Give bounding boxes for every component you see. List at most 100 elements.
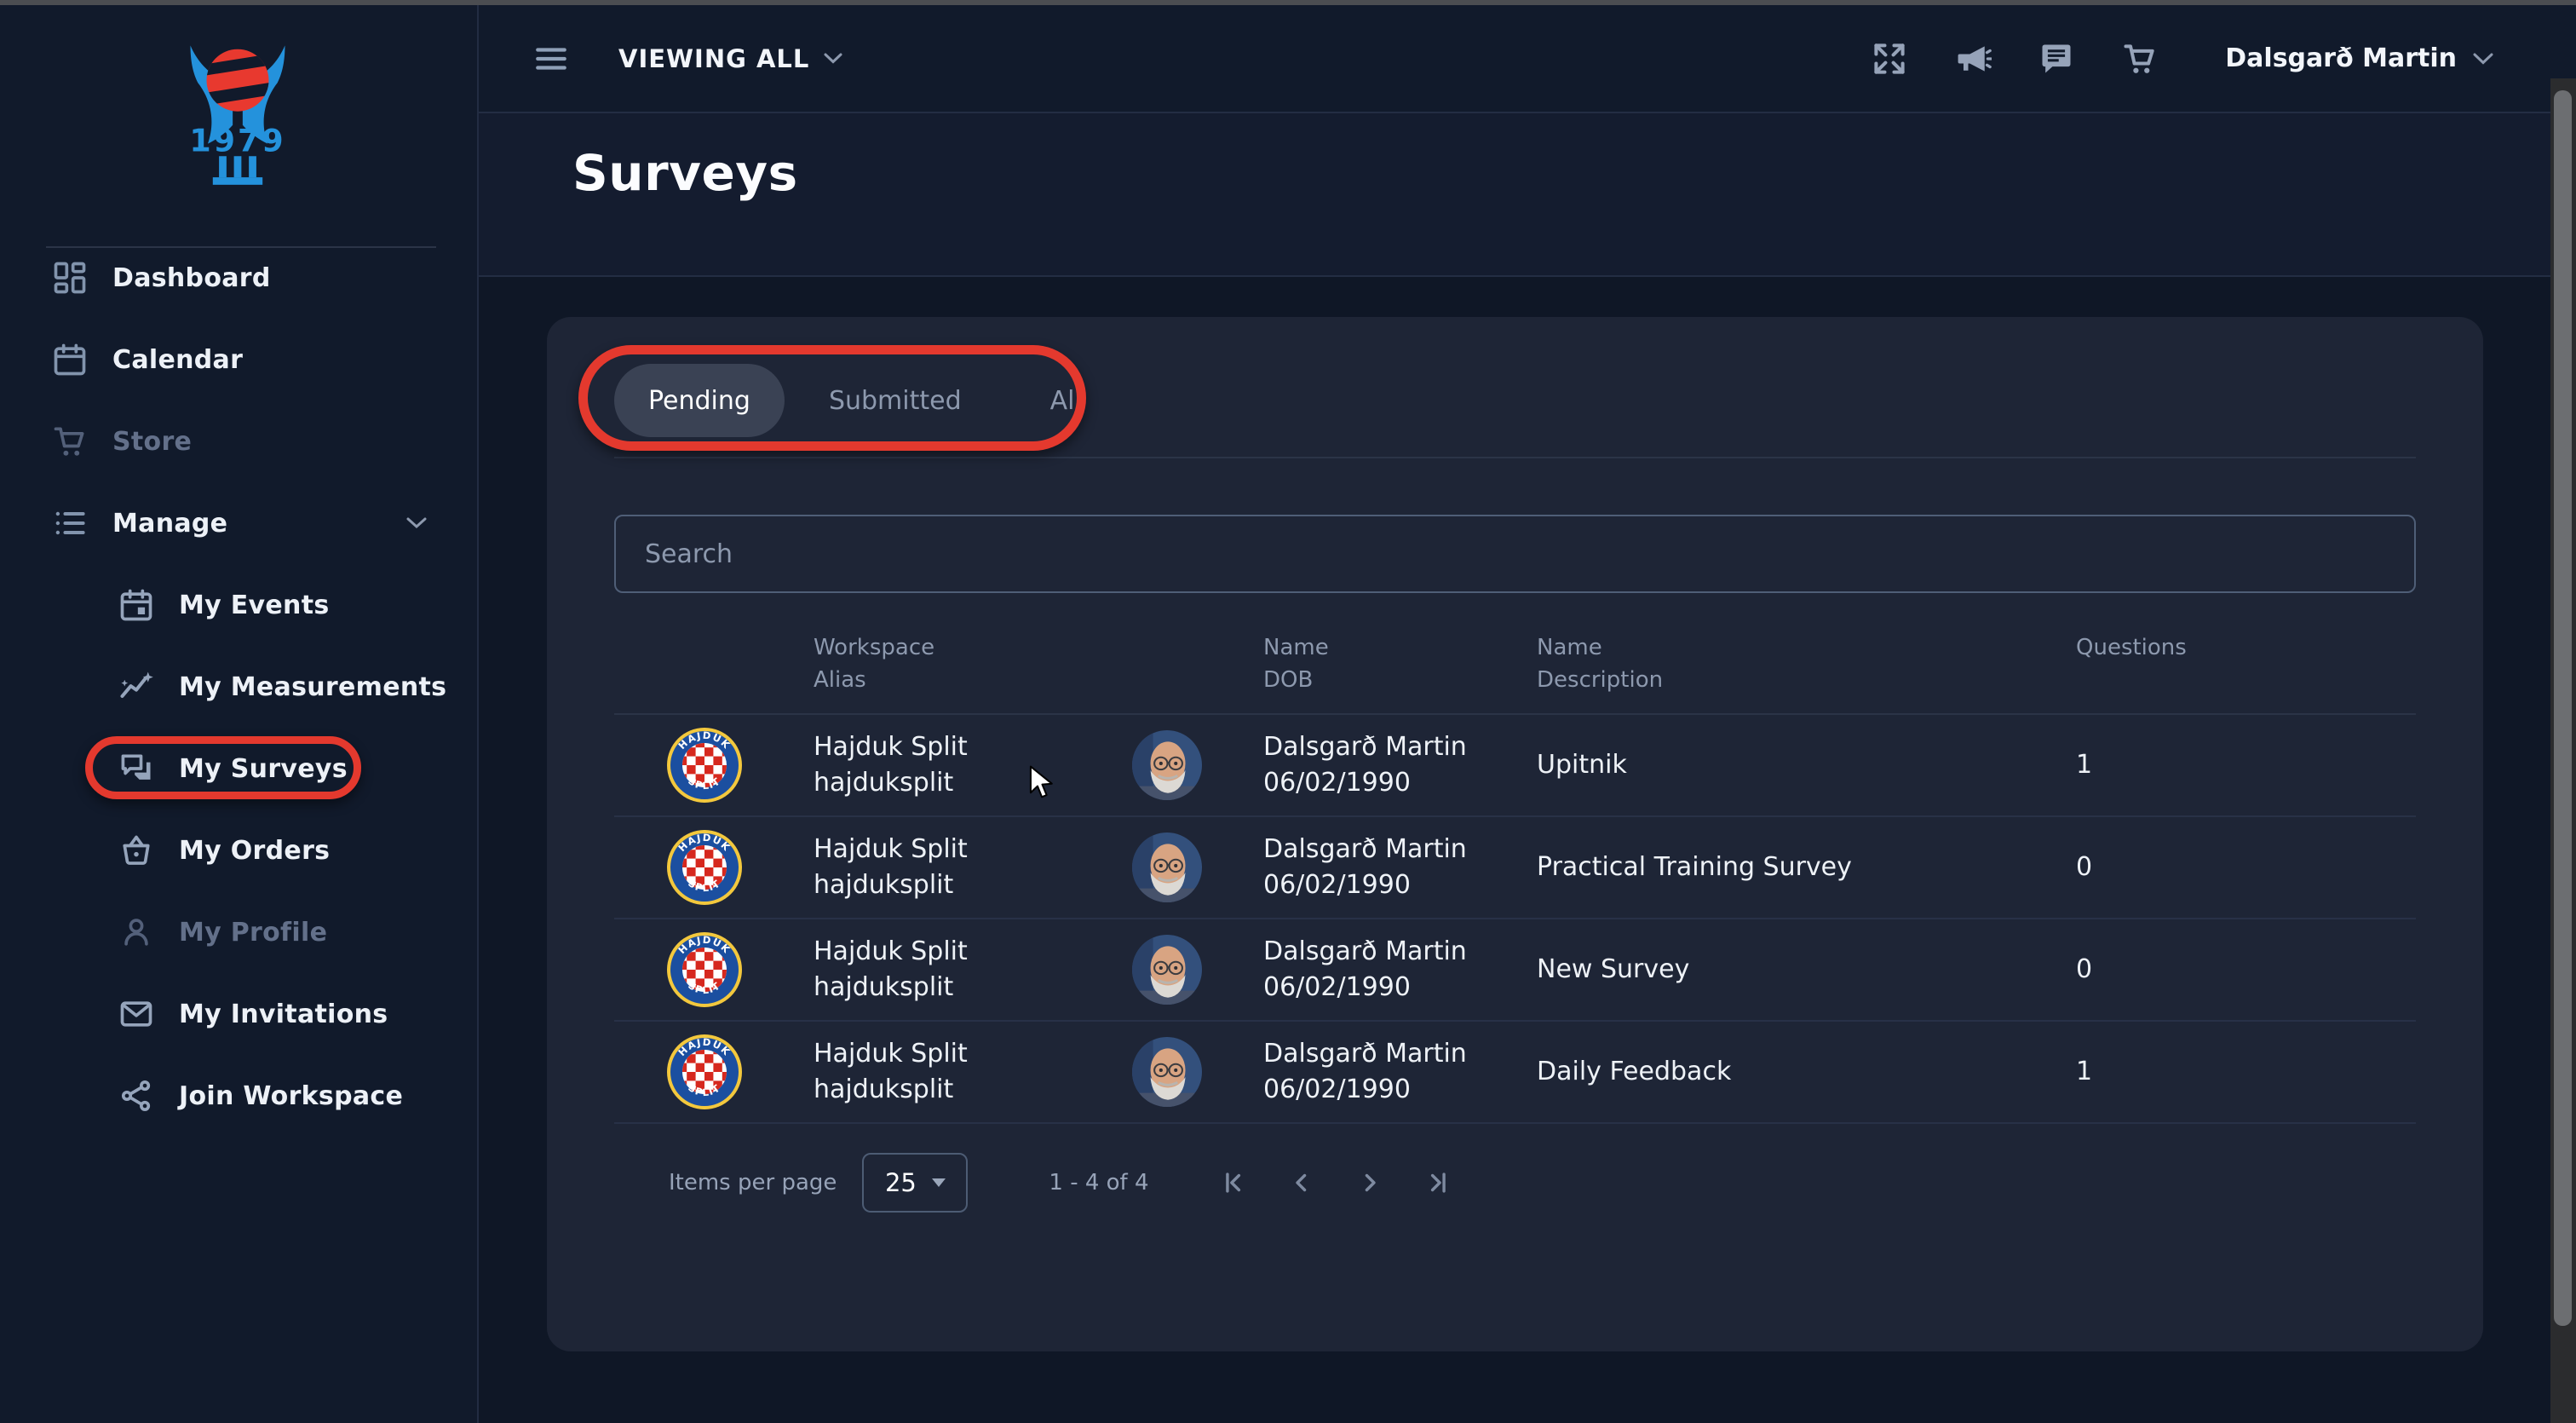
header-line: Alias (814, 667, 866, 693)
next-page-icon[interactable] (1355, 1168, 1384, 1197)
sidebar-item-label: Dashboard (112, 262, 271, 293)
pagination-nav (1219, 1168, 1452, 1197)
workspace-name: Hajduk Split (814, 732, 968, 762)
page-size-value: 25 (884, 1168, 917, 1197)
cart-icon[interactable] (2121, 40, 2159, 78)
sidebar-item-my-events[interactable]: My Events (0, 564, 477, 646)
sidebar-item-my-profile[interactable]: My Profile (0, 891, 477, 973)
hamburger-menu-icon[interactable] (533, 41, 569, 77)
cell-description: Practical Training Survey (1537, 852, 1852, 882)
cell-questions: 0 (2076, 954, 2093, 984)
header-cell-workspace: Workspace Alias (795, 631, 1132, 696)
workspace-name: Hajduk Split (814, 936, 968, 966)
chat-icon[interactable] (2038, 40, 2075, 78)
viewing-all-label: VIEWING ALL (618, 43, 810, 73)
sidebar-item-label: My Surveys (179, 753, 348, 784)
tab-submitted[interactable]: Submitted (828, 385, 962, 416)
chat-bubbles-icon (118, 750, 155, 787)
search-input[interactable] (614, 515, 2416, 593)
cell-person: Dalsgarð Martin 06/02/1990 (1263, 1036, 1537, 1108)
header-cell-person: Name DOB (1263, 631, 1537, 696)
envelope-icon (118, 995, 155, 1033)
cell-avatar (1132, 730, 1263, 800)
table-row[interactable]: Hajduk Split hajduksplit Dalsgarð Martin… (614, 1022, 2416, 1124)
cell-description: New Survey (1537, 954, 1690, 984)
sidebar-item-my-orders[interactable]: My Orders (0, 809, 477, 891)
table-row[interactable]: Hajduk Split hajduksplit Dalsgarð Martin… (614, 919, 2416, 1022)
sidebar-item-my-measurements[interactable]: My Measurements (0, 646, 477, 728)
chevron-down-icon (823, 52, 843, 65)
page-size-select[interactable]: 25 (862, 1153, 969, 1213)
cell-questions: 0 (2076, 852, 2093, 882)
sidebar-item-label: My Orders (179, 835, 331, 866)
sidebar-item-label: Manage (112, 508, 228, 539)
tabs-divider (614, 457, 2416, 458)
cart-icon (51, 423, 89, 460)
workspace-alias: hajduksplit (814, 870, 954, 900)
workspace-alias: hajduksplit (814, 1074, 954, 1104)
person-dob: 06/02/1990 (1263, 972, 1411, 1002)
tab-bar: Pending Submitted All (614, 364, 2416, 437)
cell-workspace-logo (614, 727, 795, 804)
sidebar-item-manage[interactable]: Manage (0, 482, 477, 564)
person-name: Dalsgarð Martin (1263, 732, 1467, 762)
table-row[interactable]: Hajduk Split hajduksplit Dalsgarð Martin… (614, 715, 2416, 817)
tab-all[interactable]: All (1049, 385, 1082, 416)
sidebar-item-my-surveys[interactable]: My Surveys (0, 728, 477, 809)
table-row[interactable]: Hajduk Split hajduksplit Dalsgarð Martin… (614, 817, 2416, 919)
hajduk-split-badge (666, 727, 743, 804)
fsf-club-logo (175, 43, 300, 193)
hajduk-split-badge (666, 1034, 743, 1110)
scrollbar-track[interactable] (2550, 78, 2576, 1423)
previous-page-icon[interactable] (1287, 1168, 1316, 1197)
cell-person: Dalsgarð Martin 06/02/1990 (1263, 832, 1537, 903)
last-page-icon[interactable] (1423, 1168, 1452, 1197)
tab-pending[interactable]: Pending (614, 364, 785, 437)
sidebar-item-dashboard[interactable]: Dashboard (0, 237, 477, 319)
fullscreen-icon[interactable] (1871, 40, 1908, 78)
person-dob: 06/02/1990 (1263, 870, 1411, 900)
cell-avatar (1132, 1037, 1263, 1107)
user-avatar (1132, 832, 1202, 902)
chevron-down-icon (2472, 52, 2494, 66)
basket-icon (118, 832, 155, 869)
trend-sparkle-icon (118, 668, 155, 706)
cell-questions: 1 (2076, 1057, 2093, 1086)
pagination-range: 1 - 4 of 4 (1049, 1170, 1149, 1195)
cell-questions: 1 (2076, 750, 2093, 780)
surveys-card: Pending Submitted All Workspace Alias Na… (547, 317, 2483, 1351)
sidebar-item-my-invitations[interactable]: My Invitations (0, 973, 477, 1055)
sidebar-item-join-workspace[interactable]: Join Workspace (0, 1055, 477, 1137)
megaphone-icon[interactable] (1954, 40, 1992, 78)
person-dob: 06/02/1990 (1263, 768, 1411, 798)
first-page-icon[interactable] (1219, 1168, 1248, 1197)
main-content: Pending Submitted All Workspace Alias Na… (479, 277, 2576, 1423)
sidebar-divider (46, 246, 436, 248)
person-icon (118, 913, 155, 951)
cell-avatar (1132, 832, 1263, 902)
sidebar-item-store[interactable]: Store (0, 400, 477, 482)
hajduk-split-badge (666, 931, 743, 1008)
header-line: Workspace (814, 635, 935, 660)
cell-workspace: Hajduk Split hajduksplit (795, 934, 1132, 1005)
cell-workspace-logo (614, 931, 795, 1008)
person-name: Dalsgarð Martin (1263, 936, 1467, 966)
person-dob: 06/02/1990 (1263, 1074, 1411, 1104)
header-cell-questions: Questions (2076, 635, 2187, 660)
sidebar-item-label: My Measurements (179, 671, 447, 702)
sidebar-item-calendar[interactable]: Calendar (0, 319, 477, 400)
hajduk-split-badge (666, 829, 743, 906)
scrollbar-thumb[interactable] (2554, 90, 2572, 1326)
header-line: DOB (1263, 667, 1314, 693)
user-menu[interactable]: Dalsgarð Martin (2225, 43, 2494, 73)
table-header: Workspace Alias Name DOB Name Descriptio… (614, 631, 2416, 715)
dashboard-icon (51, 259, 89, 297)
user-avatar (1132, 935, 1202, 1005)
sidebar-item-label: Calendar (112, 344, 244, 375)
topbar: VIEWING ALL Dalsgarð Martin (479, 5, 2576, 113)
chevron-down-icon (405, 516, 428, 530)
sidebar-item-label: Store (112, 426, 193, 457)
calendar-icon (51, 341, 89, 378)
viewing-all-dropdown[interactable]: VIEWING ALL (618, 44, 843, 73)
